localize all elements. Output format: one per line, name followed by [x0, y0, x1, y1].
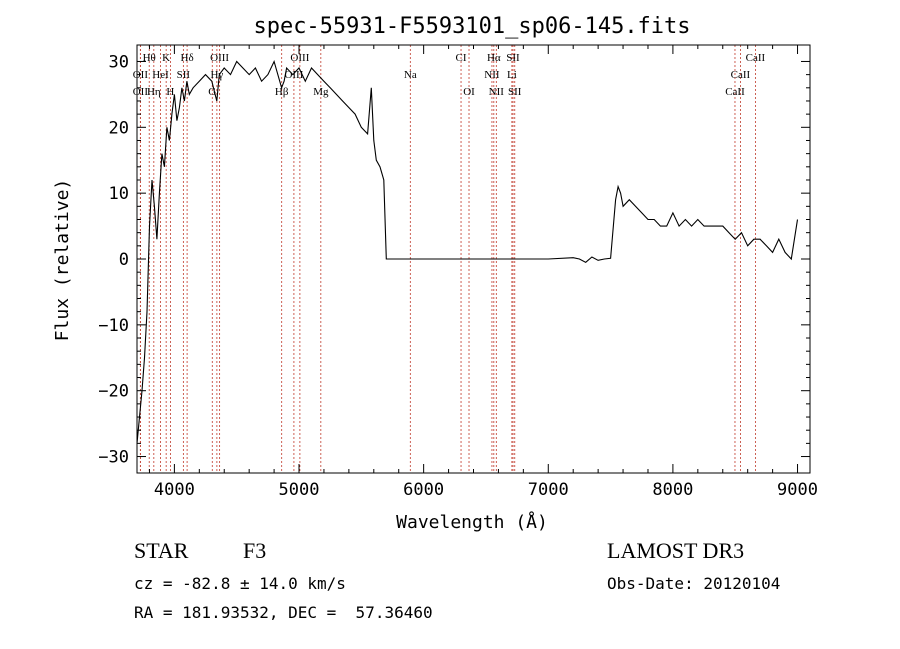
y-tick-label: 30: [109, 52, 129, 72]
y-tick-label: 0: [119, 250, 129, 270]
object-class: STAR: [134, 538, 189, 563]
line-label: OIII: [290, 52, 309, 64]
x-tick-label: 8000: [652, 480, 693, 500]
spectrum-series: [136, 59, 799, 444]
x-tick-label: 7000: [528, 480, 569, 500]
object-subclass: F3: [243, 538, 267, 563]
y-tick-label: 10: [109, 184, 129, 204]
y-tick-label: −10: [98, 316, 129, 336]
x-tick-label: 5000: [279, 480, 320, 500]
line-label: OI: [463, 86, 475, 98]
ra-dec: RA = 181.93532, DEC = 57.36460: [134, 603, 433, 622]
chart-title: spec-55931-F5593101_sp06-145.fits: [253, 14, 690, 39]
line-label: SII: [508, 86, 522, 98]
line-label: Na: [404, 69, 417, 81]
x-axis-label: Wavelength (Å): [396, 511, 548, 533]
line-label: Hβ: [275, 86, 289, 98]
survey-name: LAMOST DR3: [607, 538, 745, 563]
line-label: CaII: [731, 69, 751, 81]
line-label: Mg: [313, 86, 329, 98]
line-label: NII: [484, 69, 500, 81]
line-label: SII: [506, 52, 520, 64]
line-label: OIII: [284, 69, 303, 81]
line-label: G: [208, 86, 216, 98]
line-label: SII: [177, 69, 191, 81]
line-label: K: [162, 52, 170, 64]
line-label: Hδ: [181, 52, 194, 64]
y-tick-label: −30: [98, 448, 129, 468]
y-tick-label: 20: [109, 118, 129, 138]
observation-date: Obs-Date: 20120104: [607, 574, 781, 593]
line-label: NII: [489, 86, 505, 98]
line-label: CaII: [746, 52, 766, 64]
line-label: Li: [507, 69, 517, 81]
line-label: H: [166, 86, 174, 98]
axis-ticks: 4000 5000 6000 7000 8000 9000 −30 −20 −10 0 10 20 30: [98, 45, 818, 500]
redshift-cz: cz = -82.8 ± 14.0 km/s: [134, 574, 346, 593]
line-label: CI: [456, 52, 467, 64]
line-label: CaII: [725, 86, 745, 98]
line-label: Hγ: [210, 69, 223, 81]
line-label: Hθ: [143, 52, 156, 64]
y-tick-label: −20: [98, 382, 129, 402]
x-tick-label: 9000: [777, 480, 818, 500]
x-tick-label: 6000: [403, 480, 444, 500]
x-tick-label: 4000: [154, 480, 195, 500]
y-axis-label: Flux (relative): [52, 179, 73, 342]
line-label: HeI: [152, 69, 169, 81]
line-label: Hα: [487, 52, 501, 64]
line-label: OIII: [210, 52, 229, 64]
line-label: Hη: [147, 86, 161, 98]
